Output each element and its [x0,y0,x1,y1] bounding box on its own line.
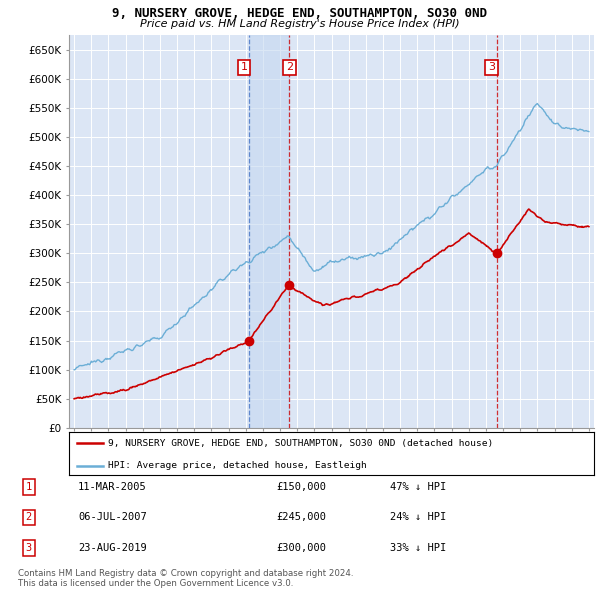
Text: 3: 3 [488,63,495,73]
Text: 23-AUG-2019: 23-AUG-2019 [78,543,147,553]
Text: £150,000: £150,000 [276,482,326,491]
Text: £245,000: £245,000 [276,513,326,522]
Text: £300,000: £300,000 [276,543,326,553]
Text: 11-MAR-2005: 11-MAR-2005 [78,482,147,491]
Text: 06-JUL-2007: 06-JUL-2007 [78,513,147,522]
Text: 3: 3 [26,543,32,553]
Text: 47% ↓ HPI: 47% ↓ HPI [390,482,446,491]
Text: Price paid vs. HM Land Registry's House Price Index (HPI): Price paid vs. HM Land Registry's House … [140,19,460,29]
Text: 2: 2 [26,513,32,522]
Text: 1: 1 [26,482,32,491]
Bar [249,35,289,428]
Text: 9, NURSERY GROVE, HEDGE END, SOUTHAMPTON, SO30 0ND: 9, NURSERY GROVE, HEDGE END, SOUTHAMPTON… [113,7,487,20]
Text: 1: 1 [241,63,247,73]
Text: 33% ↓ HPI: 33% ↓ HPI [390,543,446,553]
Text: 9, NURSERY GROVE, HEDGE END, SOUTHAMPTON, SO30 0ND (detached house): 9, NURSERY GROVE, HEDGE END, SOUTHAMPTON… [109,438,494,448]
Text: HPI: Average price, detached house, Eastleigh: HPI: Average price, detached house, East… [109,461,367,470]
Text: 2: 2 [286,63,293,73]
Text: Contains HM Land Registry data © Crown copyright and database right 2024.
This d: Contains HM Land Registry data © Crown c… [18,569,353,588]
Text: 24% ↓ HPI: 24% ↓ HPI [390,513,446,522]
